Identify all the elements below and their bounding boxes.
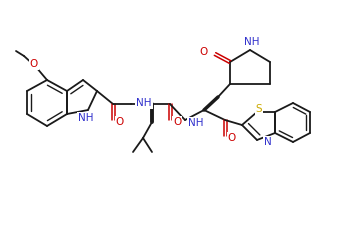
Text: O: O [173,117,181,127]
Text: O: O [200,47,208,57]
Text: N: N [264,137,272,147]
Text: S: S [256,104,262,114]
Text: O: O [228,133,236,143]
Text: NH: NH [244,37,260,47]
Text: NH: NH [188,118,203,128]
Text: O: O [30,59,38,69]
Text: O: O [116,117,124,127]
Text: NH: NH [78,113,94,123]
Text: NH: NH [136,98,152,108]
